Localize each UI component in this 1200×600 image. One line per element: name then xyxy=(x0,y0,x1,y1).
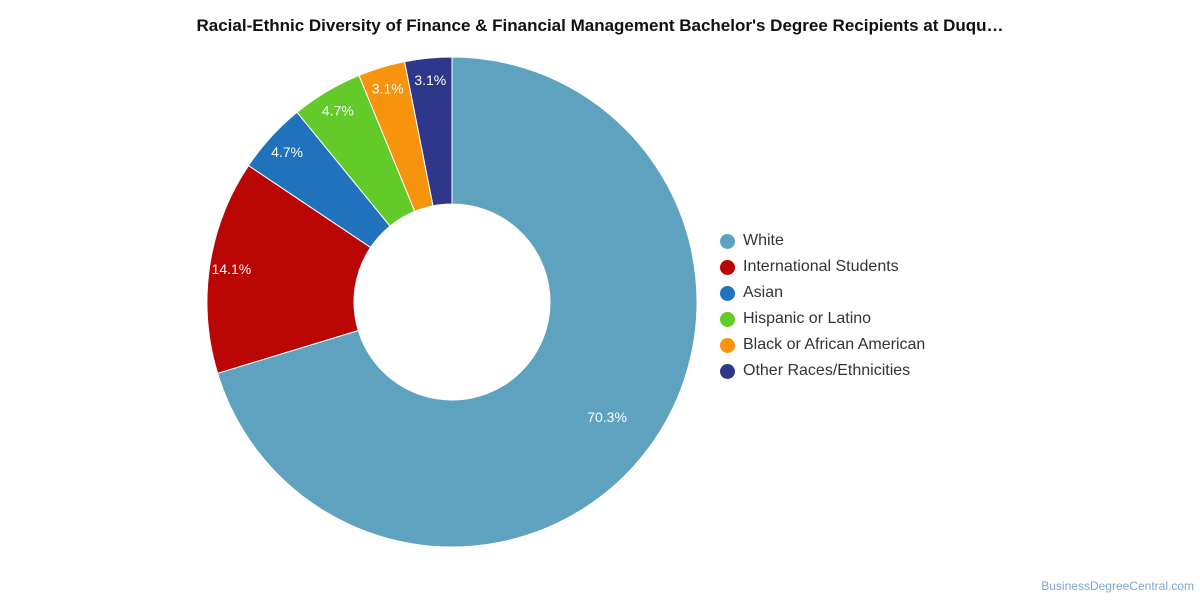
legend-label: International Students xyxy=(743,258,899,275)
legend-item-5[interactable]: Black or African American xyxy=(720,332,925,358)
legend-item-6[interactable]: Other Races/Ethnicities xyxy=(720,358,925,384)
slice-label-1: 70.3% xyxy=(587,409,627,425)
chart-title: Racial-Ethnic Diversity of Finance & Fin… xyxy=(196,16,1004,35)
slice-label-3: 4.7% xyxy=(271,144,303,160)
legend-swatch-icon xyxy=(720,311,735,327)
legend-label: Asian xyxy=(743,284,784,301)
legend-swatch-icon xyxy=(720,363,735,379)
legend-swatch-icon xyxy=(720,259,735,275)
slice-label-4: 4.7% xyxy=(322,102,354,118)
slice-label-2: 14.1% xyxy=(212,261,252,277)
legend-item-2[interactable]: International Students xyxy=(720,254,925,280)
source-credit[interactable]: BusinessDegreeCentral.com xyxy=(1041,579,1194,593)
legend-label: White xyxy=(743,232,784,249)
chart-legend: White International Students Asian Hispanic… xyxy=(720,228,925,384)
legend-swatch-icon xyxy=(720,337,735,353)
legend-item-1[interactable]: White xyxy=(720,228,925,254)
donut-slice-6[interactable] xyxy=(403,56,453,207)
legend-item-3[interactable]: Asian xyxy=(720,280,925,306)
donut-slice-2[interactable] xyxy=(206,164,372,374)
slice-label-5: 3.1% xyxy=(372,80,404,96)
legend-label: Hispanic or Latino xyxy=(743,310,872,327)
donut-slice-1[interactable] xyxy=(216,56,698,548)
legend-swatch-icon xyxy=(720,233,735,249)
legend-label: Other Races/Ethnicities xyxy=(743,362,911,379)
legend-item-4[interactable]: Hispanic or Latino xyxy=(720,306,925,332)
slice-label-6: 3.1% xyxy=(414,72,446,88)
legend-swatch-icon xyxy=(720,285,735,301)
legend-label: Black or African American xyxy=(743,336,926,353)
